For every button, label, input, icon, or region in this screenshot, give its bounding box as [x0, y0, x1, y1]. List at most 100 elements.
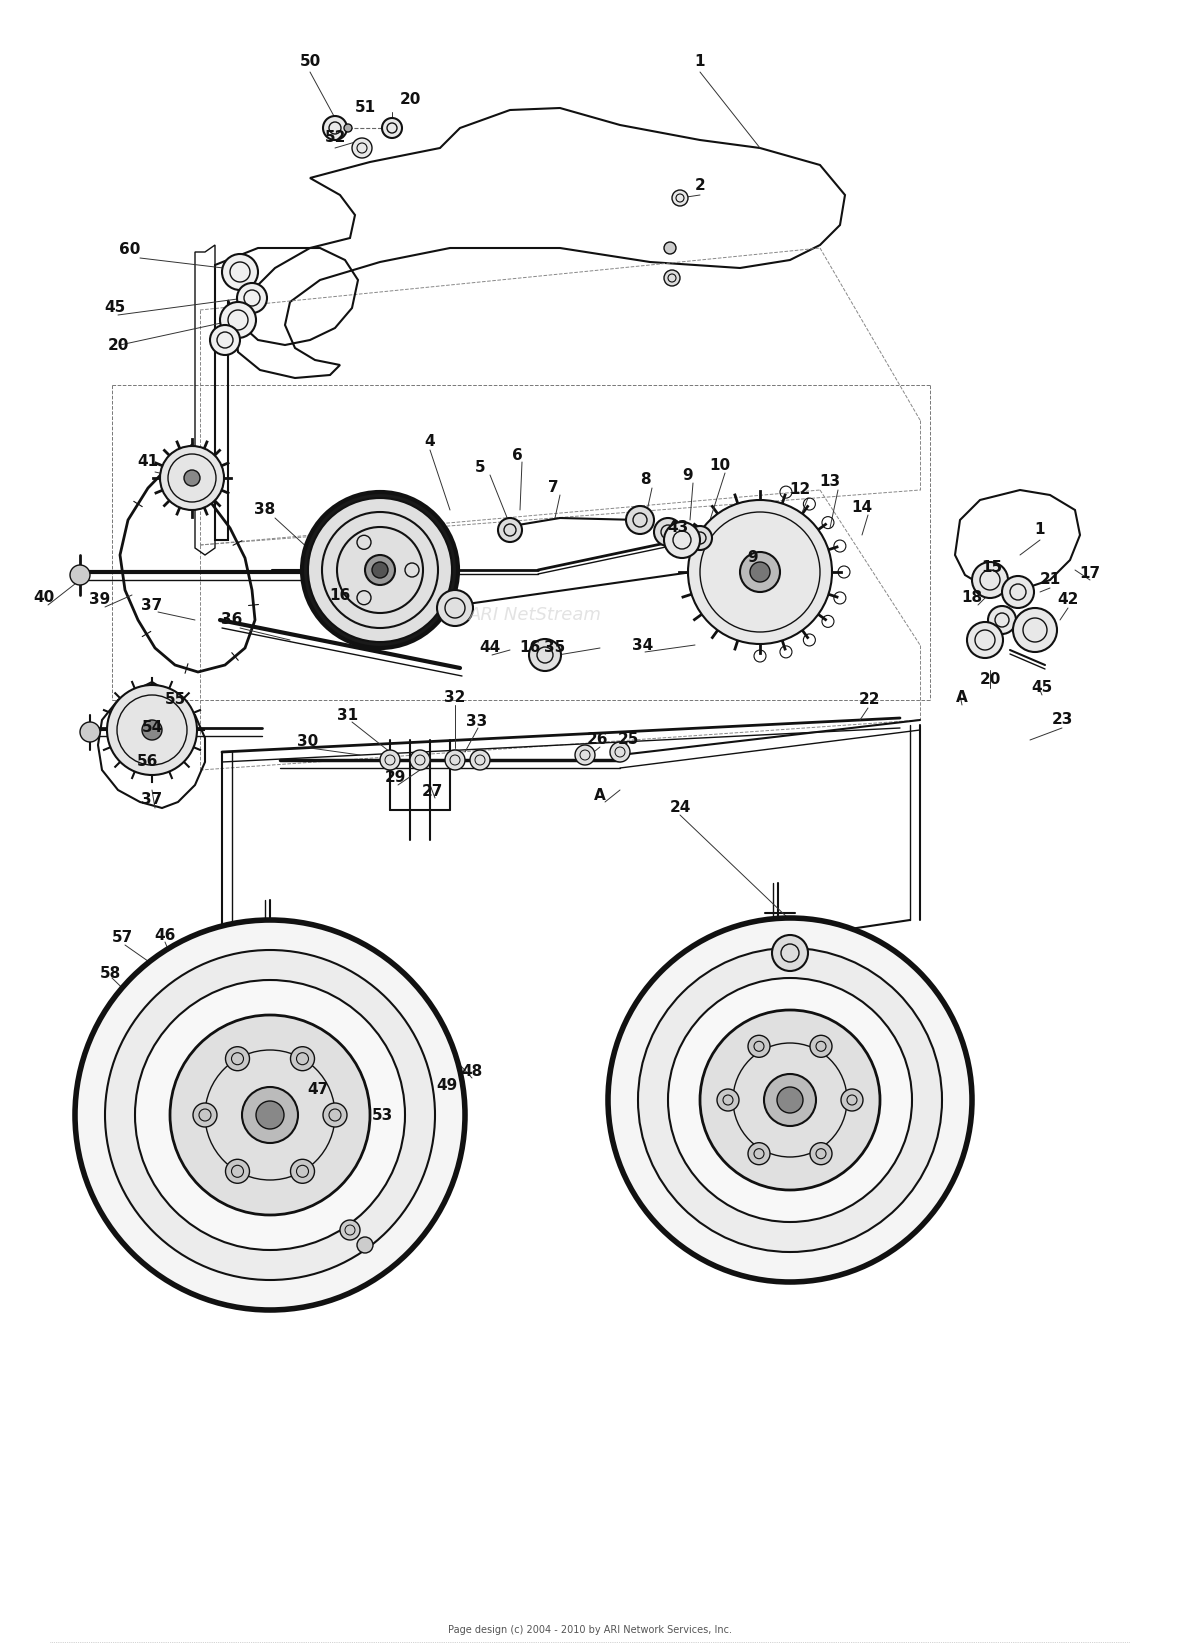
Circle shape: [1002, 576, 1034, 608]
Text: 1: 1: [695, 54, 706, 69]
Circle shape: [988, 606, 1016, 634]
Text: 21: 21: [1040, 573, 1061, 588]
Text: 51: 51: [354, 101, 375, 116]
Text: 45: 45: [1031, 680, 1053, 695]
Text: 45: 45: [104, 300, 125, 315]
Circle shape: [748, 1142, 771, 1164]
Text: 57: 57: [111, 931, 132, 946]
Text: 37: 37: [142, 598, 163, 613]
Text: 5: 5: [474, 461, 485, 475]
Text: 33: 33: [466, 715, 487, 730]
Circle shape: [668, 977, 912, 1222]
Circle shape: [1012, 608, 1057, 652]
Text: 35: 35: [544, 641, 565, 655]
Text: 56: 56: [137, 755, 158, 769]
Circle shape: [290, 1159, 315, 1184]
Circle shape: [575, 745, 595, 764]
Circle shape: [380, 750, 400, 769]
Circle shape: [222, 254, 258, 291]
Circle shape: [688, 527, 712, 550]
Circle shape: [382, 117, 402, 139]
Text: 13: 13: [819, 474, 840, 489]
Text: 26: 26: [588, 733, 609, 748]
Text: 6: 6: [512, 447, 523, 462]
Circle shape: [352, 139, 372, 158]
Text: 37: 37: [142, 792, 163, 807]
Circle shape: [664, 271, 680, 286]
Circle shape: [345, 124, 352, 132]
Text: 36: 36: [222, 613, 243, 627]
Text: 2: 2: [695, 178, 706, 193]
Text: 27: 27: [421, 784, 442, 799]
Circle shape: [610, 741, 630, 763]
Text: 48: 48: [461, 1065, 483, 1080]
Circle shape: [776, 1086, 804, 1113]
Circle shape: [70, 565, 90, 584]
Text: 29: 29: [385, 771, 406, 786]
Text: 8: 8: [640, 472, 650, 487]
Circle shape: [358, 1237, 373, 1253]
Text: A: A: [956, 690, 968, 705]
Text: 38: 38: [255, 502, 276, 517]
Circle shape: [323, 116, 347, 140]
Text: 60: 60: [119, 243, 140, 258]
Text: 20: 20: [107, 337, 129, 353]
Circle shape: [608, 918, 972, 1281]
Circle shape: [105, 949, 435, 1280]
Text: 50: 50: [300, 54, 321, 69]
Circle shape: [529, 639, 560, 670]
Text: 43: 43: [668, 520, 689, 535]
Circle shape: [302, 492, 458, 647]
Circle shape: [170, 1015, 371, 1215]
Text: 4: 4: [425, 434, 435, 449]
Circle shape: [76, 920, 465, 1309]
Text: 24: 24: [669, 801, 690, 816]
Text: A: A: [594, 788, 605, 802]
Circle shape: [470, 750, 490, 769]
Circle shape: [210, 325, 240, 355]
Circle shape: [365, 555, 395, 584]
Text: 23: 23: [1051, 713, 1073, 728]
Text: 30: 30: [297, 735, 319, 750]
Text: 55: 55: [164, 692, 185, 708]
Text: 10: 10: [709, 459, 730, 474]
Text: 44: 44: [479, 641, 500, 655]
Text: 16: 16: [329, 588, 350, 603]
Text: 22: 22: [859, 692, 880, 708]
Text: 18: 18: [962, 591, 983, 606]
Text: 20: 20: [399, 92, 421, 107]
Circle shape: [638, 948, 942, 1251]
Text: 39: 39: [90, 593, 111, 608]
Text: 25: 25: [617, 733, 638, 748]
Circle shape: [750, 561, 771, 583]
Circle shape: [225, 1159, 249, 1184]
Text: 42: 42: [1057, 593, 1079, 608]
Circle shape: [290, 1047, 315, 1071]
Circle shape: [340, 1220, 360, 1240]
Circle shape: [772, 934, 808, 971]
Circle shape: [256, 1101, 284, 1129]
Text: 17: 17: [1080, 566, 1101, 581]
Circle shape: [664, 522, 700, 558]
Circle shape: [966, 622, 1003, 659]
Circle shape: [688, 500, 832, 644]
Circle shape: [80, 721, 100, 741]
Circle shape: [809, 1035, 832, 1057]
Text: Page design (c) 2004 - 2010 by ARI Network Services, Inc.: Page design (c) 2004 - 2010 by ARI Netwo…: [448, 1625, 732, 1634]
Circle shape: [717, 1090, 739, 1111]
Circle shape: [809, 1142, 832, 1164]
Circle shape: [972, 561, 1008, 598]
Circle shape: [409, 750, 430, 769]
Text: 41: 41: [137, 454, 158, 469]
Circle shape: [372, 561, 388, 578]
Circle shape: [194, 1103, 217, 1128]
Circle shape: [437, 589, 473, 626]
Text: 9: 9: [748, 550, 759, 566]
Text: ARI NetStream: ARI NetStream: [468, 606, 602, 624]
Circle shape: [700, 1010, 880, 1190]
Circle shape: [225, 1047, 249, 1071]
Circle shape: [184, 471, 199, 485]
Circle shape: [237, 282, 267, 314]
Text: 47: 47: [307, 1083, 328, 1098]
Circle shape: [654, 518, 682, 546]
